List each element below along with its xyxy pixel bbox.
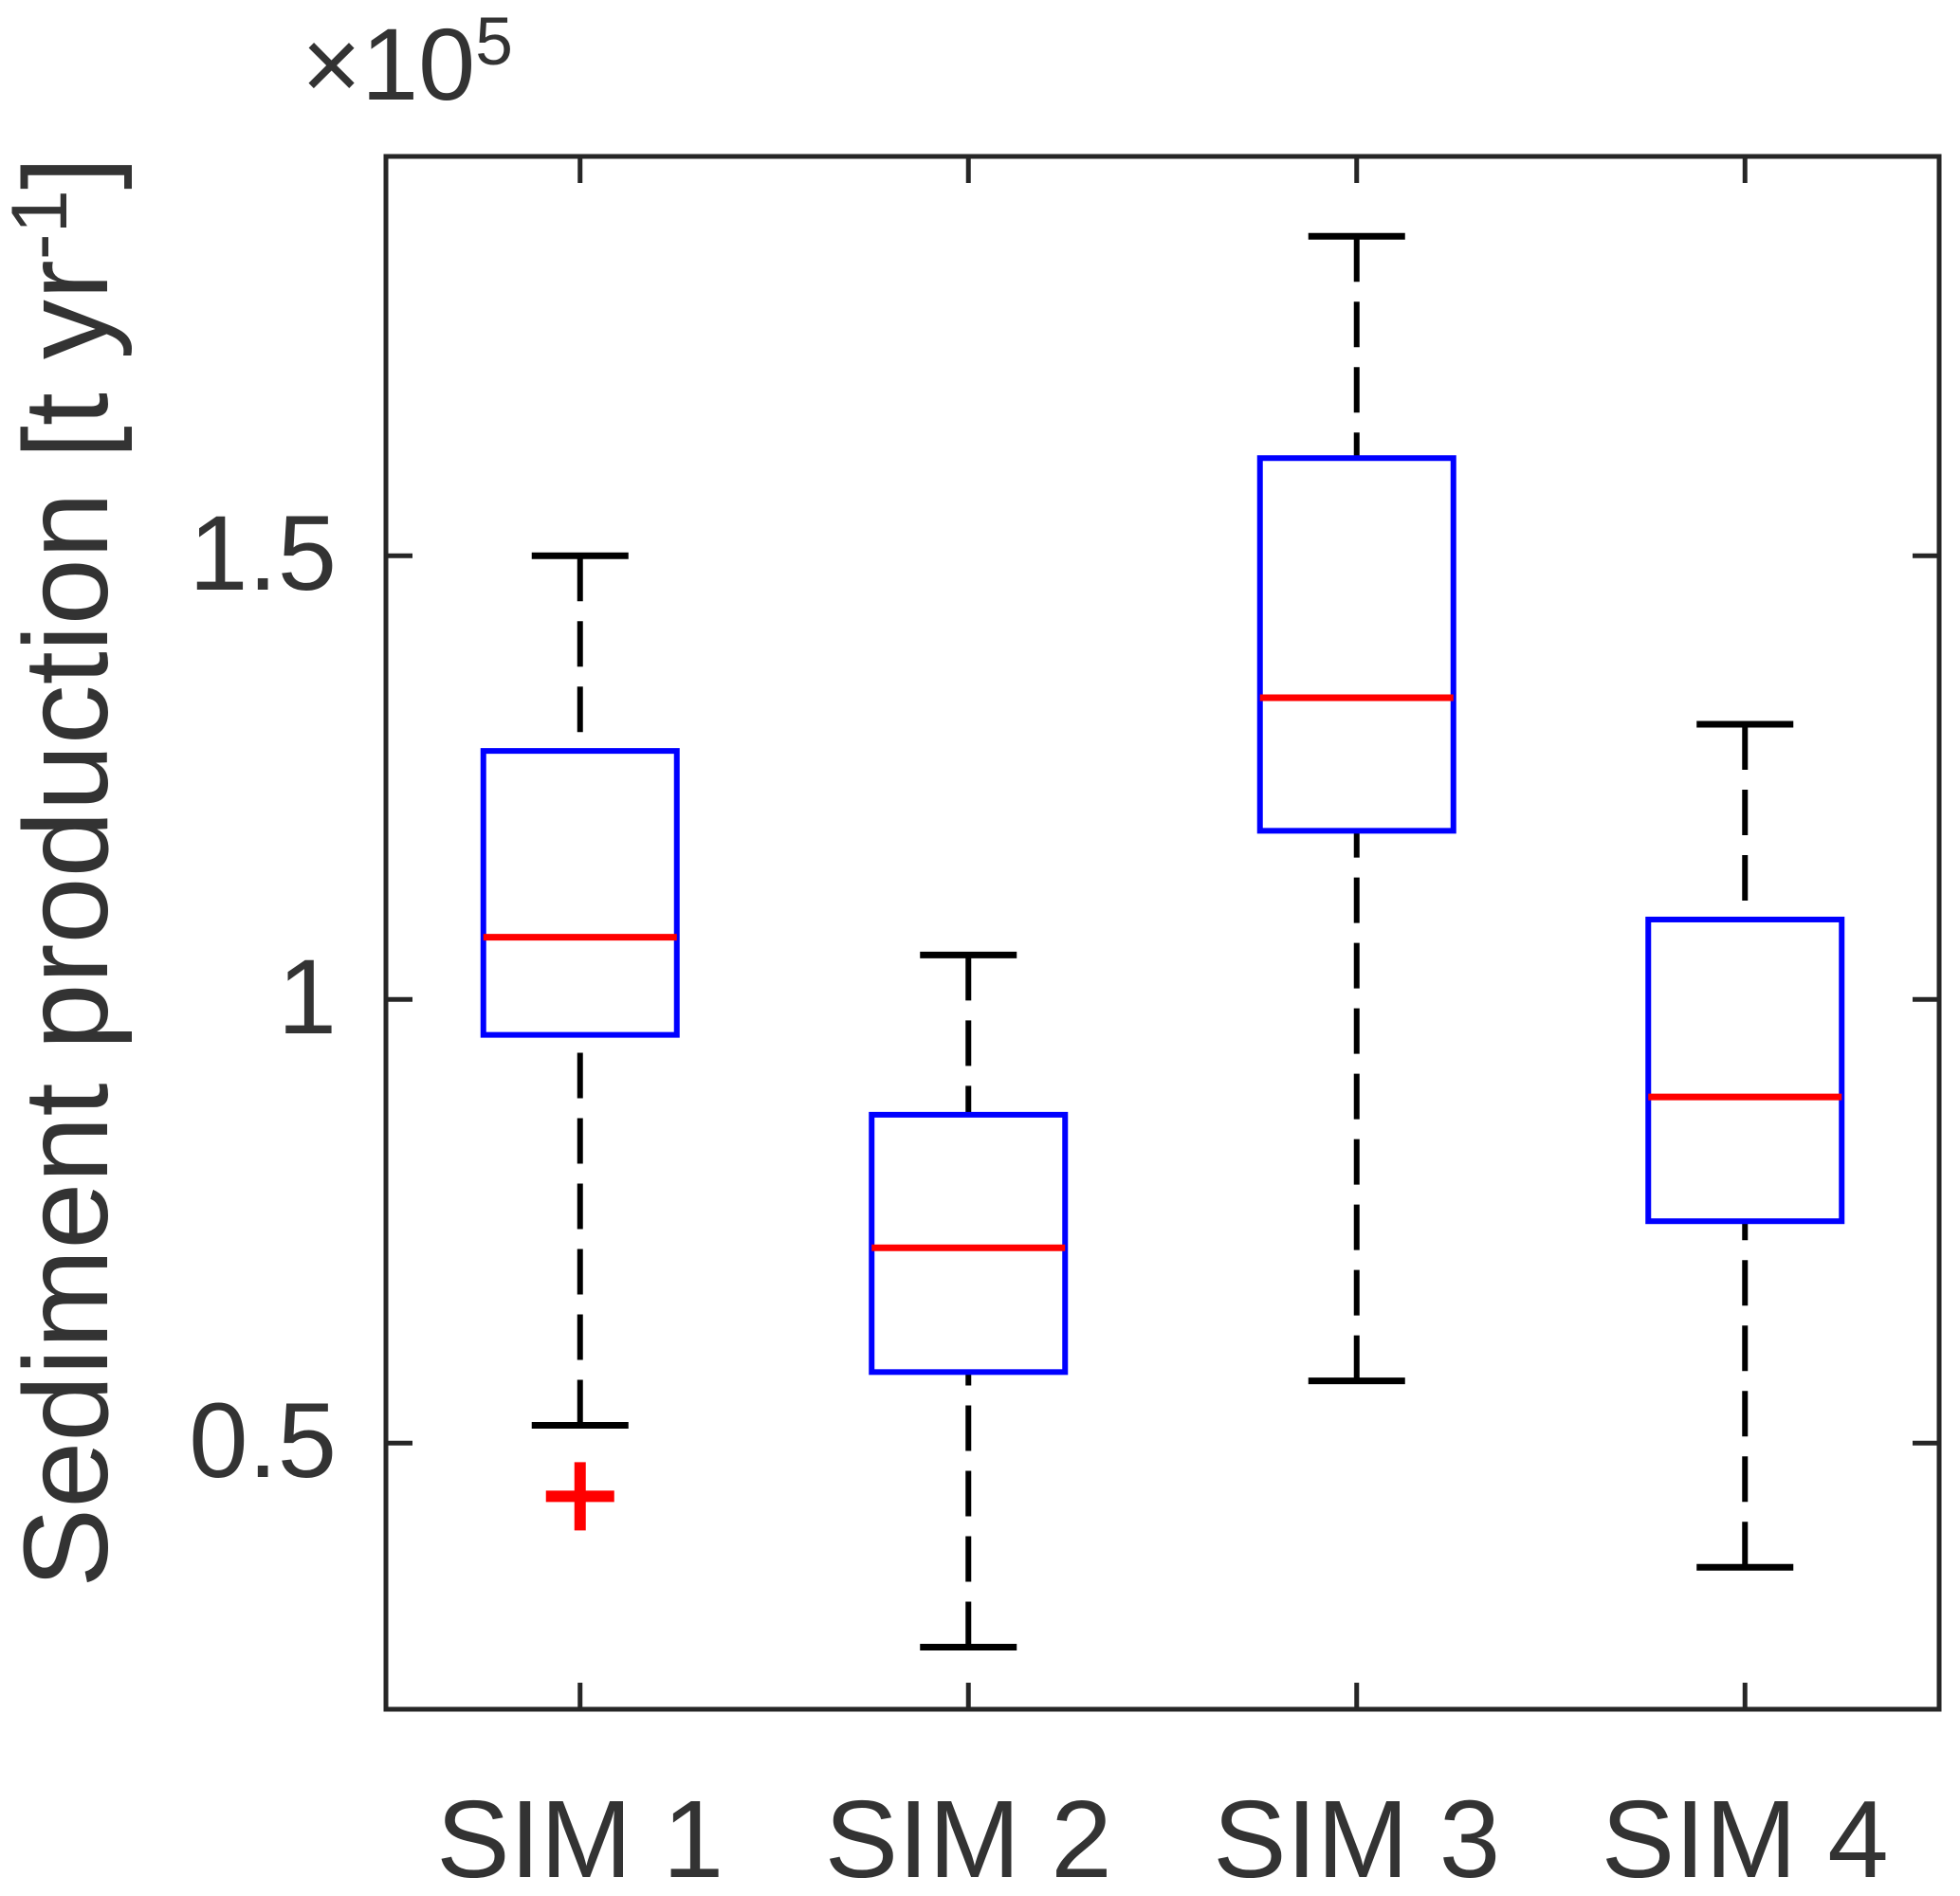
outlier-plus-icon-sim-1-0 — [545, 1462, 614, 1531]
multiplier-base: 10 — [361, 7, 476, 121]
y-axis-label-superscript: -1 — [0, 190, 83, 261]
boxplot-sim-1 — [480, 552, 680, 1531]
multiplier-times-sign: × — [302, 7, 362, 121]
x-tick-label-sim-4: SIM 4 — [1601, 1778, 1889, 1896]
iqr-box-sim-1 — [480, 748, 680, 1038]
boxplot-sim-2 — [869, 951, 1069, 1650]
boxplot-sim-3 — [1256, 232, 1456, 1385]
axes-frame — [383, 154, 1942, 1712]
y-axis-label-text: Sediment production [t yr — [0, 260, 133, 1588]
y-tick-label-1: 1 — [277, 937, 337, 1056]
y-tick-label-0.5: 0.5 — [189, 1380, 337, 1500]
boxplot-sim-4 — [1645, 720, 1845, 1571]
x-tick-label-sim-2: SIM 2 — [824, 1778, 1112, 1896]
y-tick-label-1.5: 1.5 — [189, 493, 337, 612]
multiplier-exponent: 5 — [475, 4, 513, 80]
y-axis-label-close-bracket: ] — [0, 156, 133, 191]
x-tick-label-sim-3: SIM 3 — [1213, 1778, 1501, 1896]
y-axis-label: Sediment production [t yr-1] — [0, 156, 133, 1588]
iqr-box-sim-4 — [1645, 916, 1845, 1225]
iqr-box-sim-3 — [1256, 455, 1456, 834]
x-tick-label-sim-1: SIM 1 — [436, 1778, 724, 1896]
iqr-box-sim-2 — [869, 1111, 1069, 1376]
y-axis-offset-label: ×105 — [302, 6, 513, 123]
